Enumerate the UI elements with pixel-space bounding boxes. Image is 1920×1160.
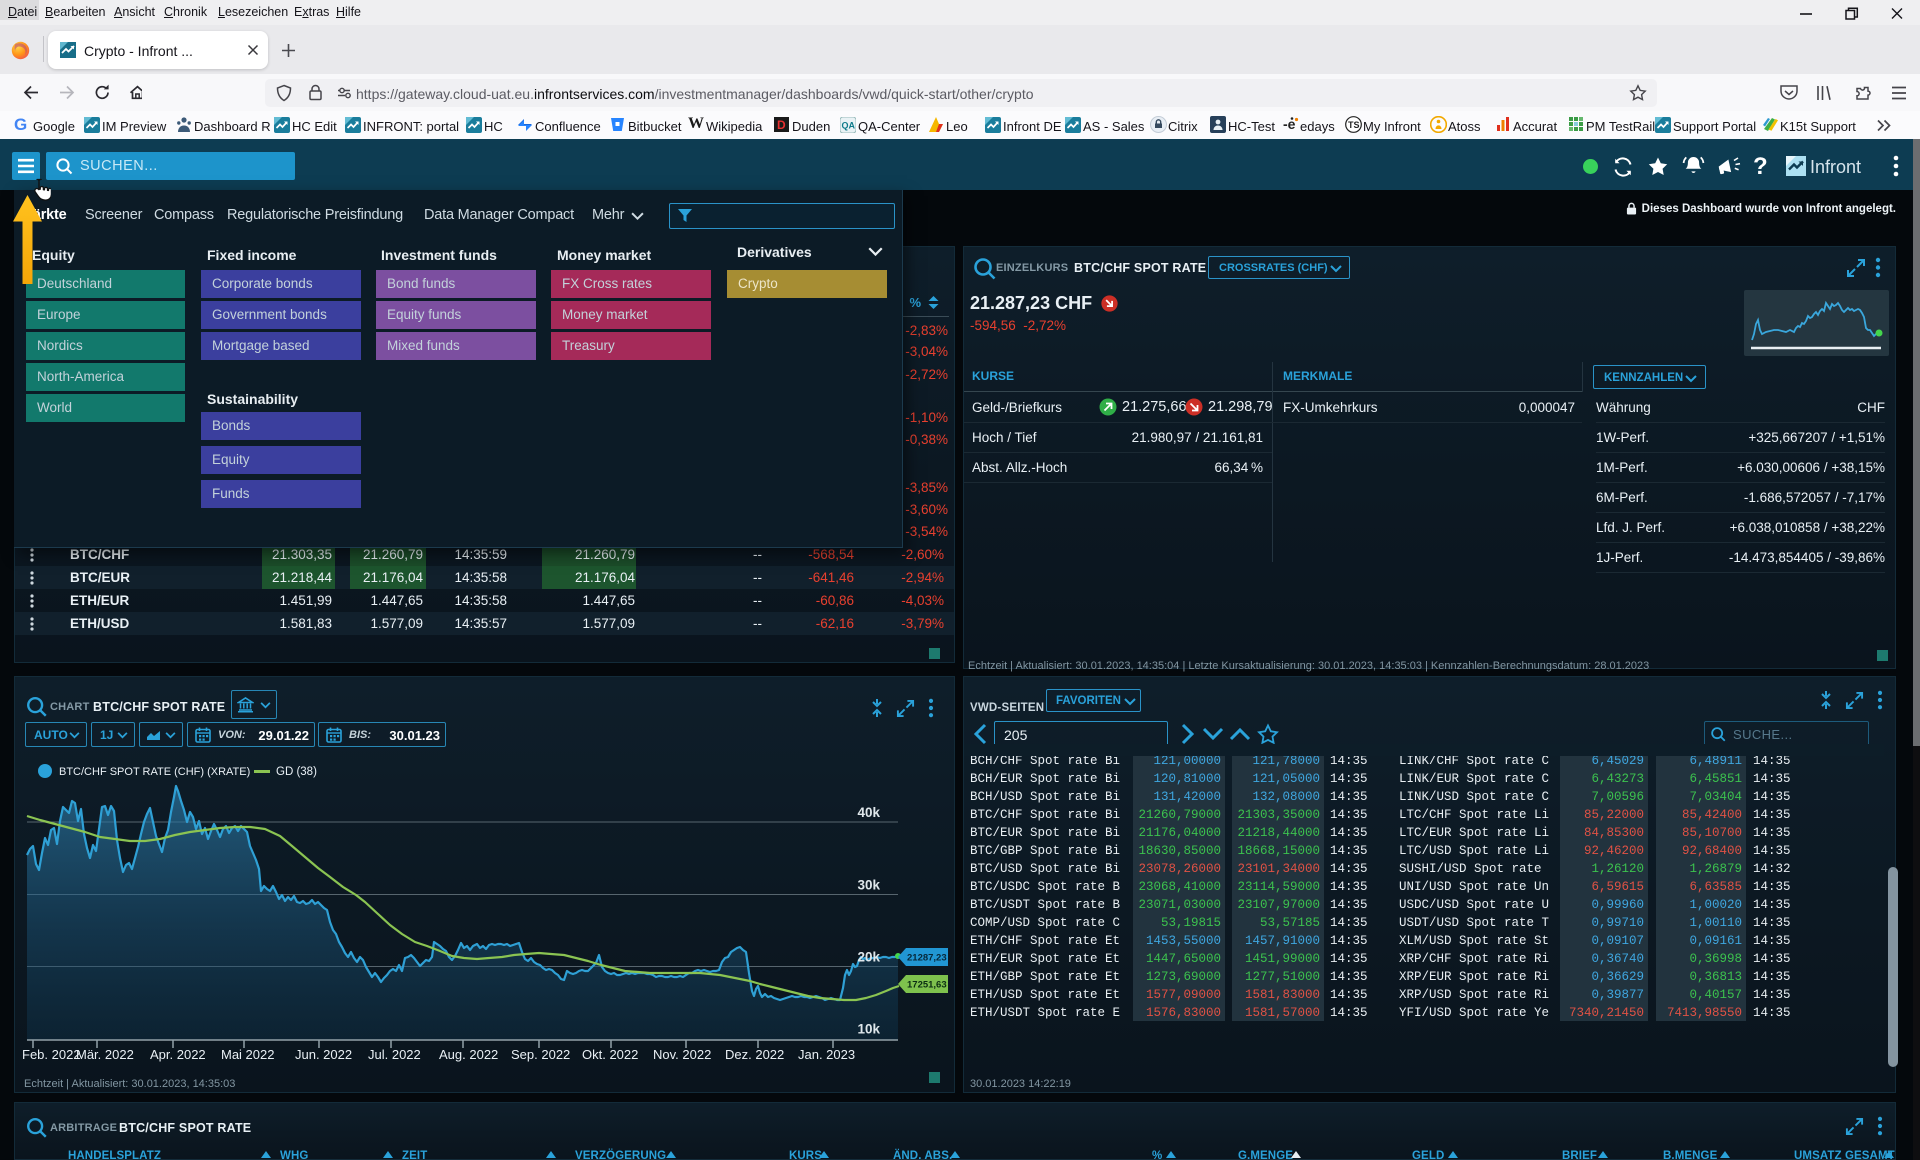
svg-text:10k: 10k [857,1022,880,1037]
svg-text:30k: 30k [857,878,880,893]
svg-text:TS: TS [1348,120,1360,130]
svg-text:40k: 40k [857,805,880,820]
svg-text:20k: 20k [857,950,880,965]
svg-text:21287,23: 21287,23 [907,953,947,964]
svg-text:17251,63: 17251,63 [907,980,947,991]
svg-text:QA: QA [842,121,856,131]
svg-text:-e: -e [1283,116,1296,132]
svg-text:D: D [777,118,786,132]
